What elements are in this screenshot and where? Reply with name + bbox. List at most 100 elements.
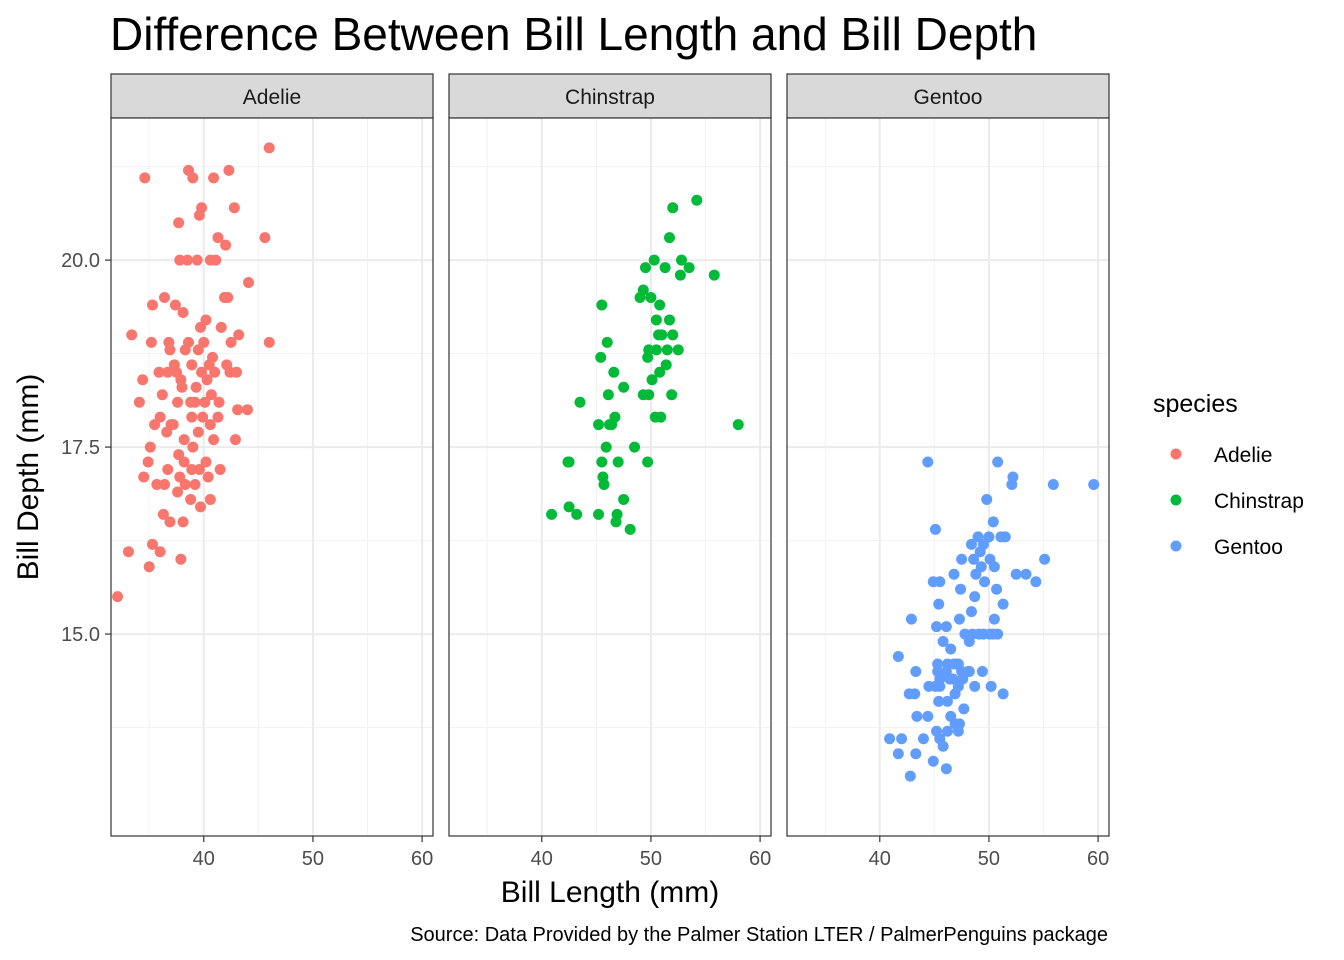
data-point-gentoo [922, 710, 934, 722]
data-point-gentoo [992, 456, 1004, 468]
data-point-gentoo [962, 665, 974, 677]
data-point-chinstrap [629, 441, 641, 453]
data-point-gentoo [979, 576, 991, 588]
data-point-chinstrap [610, 516, 622, 528]
data-point-gentoo [958, 703, 970, 715]
data-point-adelie [158, 292, 170, 303]
data-point-gentoo [988, 561, 1000, 573]
data-point-chinstrap [691, 194, 703, 206]
data-point-adelie [209, 366, 221, 378]
facet-strip [448, 73, 772, 119]
legend-label-adelie: Adelie [1214, 444, 1272, 467]
data-point-chinstrap [597, 471, 609, 483]
data-point-gentoo [884, 733, 896, 745]
data-point-adelie [175, 553, 187, 565]
data-point-gentoo [981, 493, 993, 505]
data-point-gentoo [987, 516, 999, 528]
data-point-chinstrap [659, 262, 671, 274]
x-tick-label: 50 [640, 848, 662, 870]
data-point-chinstrap [656, 329, 668, 341]
data-point-adelie [169, 299, 181, 311]
data-point-adelie [112, 591, 124, 603]
data-point-adelie [181, 254, 193, 266]
data-point-chinstrap [601, 336, 613, 348]
data-point-adelie [186, 359, 198, 371]
data-point-adelie [263, 336, 275, 348]
data-point-gentoo [923, 680, 935, 692]
data-point-adelie [153, 366, 165, 378]
panel-background [449, 118, 771, 836]
chart-title: Difference Between Bill Length and Bill … [110, 8, 1037, 60]
data-point-chinstrap [563, 501, 575, 513]
data-point-chinstrap [571, 508, 583, 520]
data-point-chinstrap [667, 329, 679, 341]
data-point-gentoo [944, 673, 956, 685]
legend: species Adelie Chinstrap Gentoo [1153, 390, 1304, 559]
data-point-gentoo [904, 770, 916, 782]
data-point-adelie [187, 441, 199, 453]
x-tick-label: 40 [531, 848, 553, 870]
data-point-gentoo [965, 606, 977, 618]
data-point-adelie [213, 396, 225, 408]
data-point-adelie [151, 478, 163, 490]
data-point-adelie [178, 456, 190, 468]
data-point-adelie [202, 471, 214, 483]
data-point-chinstrap [596, 456, 608, 468]
data-point-gentoo [985, 680, 997, 692]
data-point-adelie [172, 486, 184, 498]
data-point-adelie [126, 329, 138, 341]
data-point-adelie [208, 434, 220, 446]
data-point-gentoo [941, 725, 953, 737]
data-point-adelie [220, 239, 232, 251]
data-point-gentoo [969, 591, 981, 603]
data-point-adelie [259, 232, 271, 244]
data-point-chinstrap [663, 232, 675, 244]
data-point-adelie [210, 254, 222, 266]
data-point-adelie [195, 501, 207, 513]
data-point-adelie [122, 546, 134, 558]
data-point-adelie [212, 232, 224, 244]
data-point-gentoo [940, 763, 952, 775]
data-point-adelie [229, 434, 241, 446]
data-point-chinstrap [624, 523, 636, 535]
data-point-adelie [172, 396, 184, 408]
facet-panel-chinstrap: Chinstrap 40 50 60 [448, 73, 772, 870]
data-point-chinstrap [593, 508, 605, 520]
data-point-adelie [204, 493, 216, 505]
data-point-adelie [186, 411, 198, 423]
y-tick-label: 17.5 [61, 437, 100, 459]
legend-title: species [1153, 390, 1238, 418]
data-point-adelie [137, 374, 149, 386]
data-point-chinstrap [618, 493, 630, 505]
data-point-chinstrap [596, 299, 608, 311]
data-point-gentoo [1020, 568, 1032, 580]
panel-border [448, 117, 772, 837]
data-point-adelie [179, 344, 191, 356]
data-point-adelie [176, 381, 188, 393]
data-point-gentoo [917, 733, 929, 745]
data-point-gentoo [956, 553, 968, 565]
data-point-chinstrap [661, 344, 673, 356]
y-tick-label: 15.0 [61, 624, 100, 646]
data-point-chinstrap [600, 441, 612, 453]
data-point-gentoo [910, 748, 922, 760]
data-point-gentoo [949, 718, 961, 730]
data-point-gentoo [948, 568, 960, 580]
data-point-chinstrap [708, 269, 720, 281]
data-point-adelie [138, 471, 150, 483]
data-point-chinstrap [546, 508, 558, 520]
data-point-gentoo [1010, 568, 1022, 580]
data-point-chinstrap [602, 389, 614, 401]
data-point-gentoo [937, 636, 949, 648]
data-point-chinstrap [563, 456, 575, 468]
data-point-chinstrap [574, 396, 586, 408]
data-point-chinstrap [608, 366, 620, 378]
data-point-adelie [174, 254, 186, 266]
y-axis-label: Bill Depth (mm) [12, 374, 45, 581]
data-point-gentoo [892, 651, 904, 662]
data-point-gentoo [963, 636, 975, 648]
data-point-adelie [164, 516, 176, 528]
data-point-adelie [162, 464, 174, 476]
chart-caption: Source: Data Provided by the Palmer Stat… [410, 924, 1108, 946]
